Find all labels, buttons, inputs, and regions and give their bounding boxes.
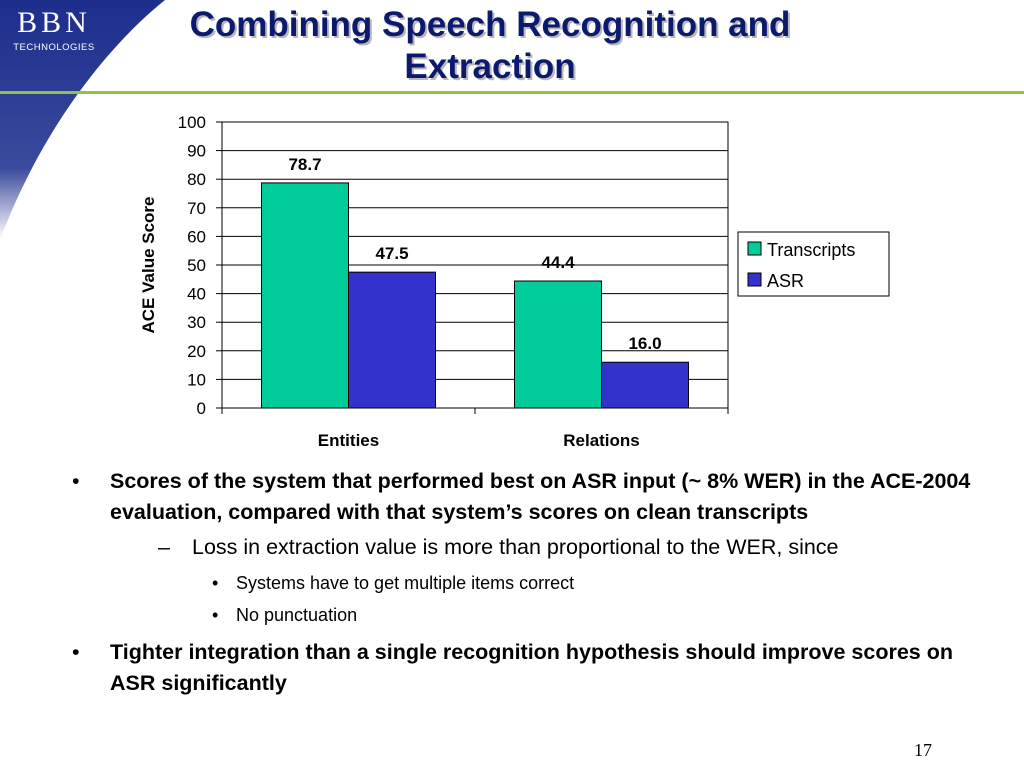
bar-transcripts-entities bbox=[261, 182, 349, 409]
chart-legend: Transcripts ASR bbox=[737, 231, 890, 297]
bullet-text: Scores of the system that performed best… bbox=[110, 469, 971, 524]
y-tick-label: 20 bbox=[187, 342, 206, 361]
logo-subtitle: TECHNOLOGIES bbox=[13, 42, 95, 53]
logo-background bbox=[0, 0, 165, 240]
y-tick-label: 70 bbox=[187, 199, 206, 218]
y-tick-label: 100 bbox=[178, 113, 206, 132]
slide-number: 17 bbox=[914, 740, 932, 760]
bullet-item: • Tighter integration than a single reco… bbox=[72, 637, 972, 699]
x-tick-label: Entities bbox=[318, 431, 379, 450]
x-tick-label: Relations bbox=[563, 431, 640, 450]
legend-box bbox=[737, 231, 890, 297]
slide-title: Combining Speech Recognition and Extract… bbox=[189, 5, 791, 86]
y-axis-ticks: 0 10 20 30 40 50 60 70 80 90 100 bbox=[178, 113, 222, 418]
bullet-marker: • bbox=[212, 573, 219, 593]
bar-asr-relations bbox=[601, 361, 689, 409]
chart-bars: 78.7 47.5 44.4 16.0 bbox=[261, 155, 689, 409]
dash-marker: – bbox=[158, 535, 170, 559]
sub-sub-bullet-item: • No punctuation bbox=[110, 603, 972, 627]
bullet-marker: • bbox=[72, 640, 80, 664]
y-tick-label: 60 bbox=[187, 227, 206, 246]
legend-label-transcripts: Transcripts bbox=[767, 240, 855, 260]
y-axis-label: ACE Value Score bbox=[139, 196, 158, 333]
y-tick-label: 40 bbox=[187, 285, 206, 304]
x-axis: Entities Relations bbox=[221, 408, 729, 450]
y-tick-label: 80 bbox=[187, 170, 206, 189]
bullet-item: • Scores of the system that performed be… bbox=[72, 466, 972, 627]
sub-sub-bullet-text: Systems have to get multiple items corre… bbox=[236, 573, 575, 593]
legend-label-asr: ASR bbox=[767, 271, 804, 291]
legend-swatch-asr bbox=[747, 272, 762, 287]
data-label: 44.4 bbox=[541, 253, 575, 272]
data-label: 16.0 bbox=[628, 334, 661, 353]
bbn-logo: BBN TECHNOLOGIES bbox=[8, 6, 100, 54]
bullet-text: Tighter integration than a single recogn… bbox=[110, 640, 953, 695]
bullet-list: • Scores of the system that performed be… bbox=[72, 466, 972, 703]
data-label: 78.7 bbox=[288, 155, 321, 174]
y-tick-label: 30 bbox=[187, 313, 206, 332]
bar-chart: 0 10 20 30 40 50 60 70 80 90 100 Entities Relations… bbox=[139, 113, 890, 450]
bullet-marker: • bbox=[72, 469, 80, 493]
title-divider bbox=[0, 91, 1024, 94]
bar-transcripts-relations bbox=[514, 280, 602, 409]
legend-swatch-transcripts bbox=[747, 241, 762, 256]
data-label: 47.5 bbox=[375, 244, 408, 263]
sub-bullet-item: – Loss in extraction value is more than … bbox=[110, 532, 972, 563]
logo-brand: BBN bbox=[17, 6, 91, 39]
y-tick-label: 90 bbox=[187, 142, 206, 161]
sub-bullet-text: Loss in extraction value is more than pr… bbox=[192, 535, 839, 559]
bullet-marker: • bbox=[212, 605, 219, 625]
y-tick-label: 50 bbox=[187, 256, 206, 275]
y-tick-label: 10 bbox=[187, 370, 206, 389]
y-tick-label: 0 bbox=[197, 399, 206, 418]
bar-asr-entities bbox=[348, 271, 436, 409]
sub-sub-bullet-text: No punctuation bbox=[236, 605, 358, 625]
sub-sub-bullet-item: • Systems have to get multiple items cor… bbox=[110, 571, 972, 595]
